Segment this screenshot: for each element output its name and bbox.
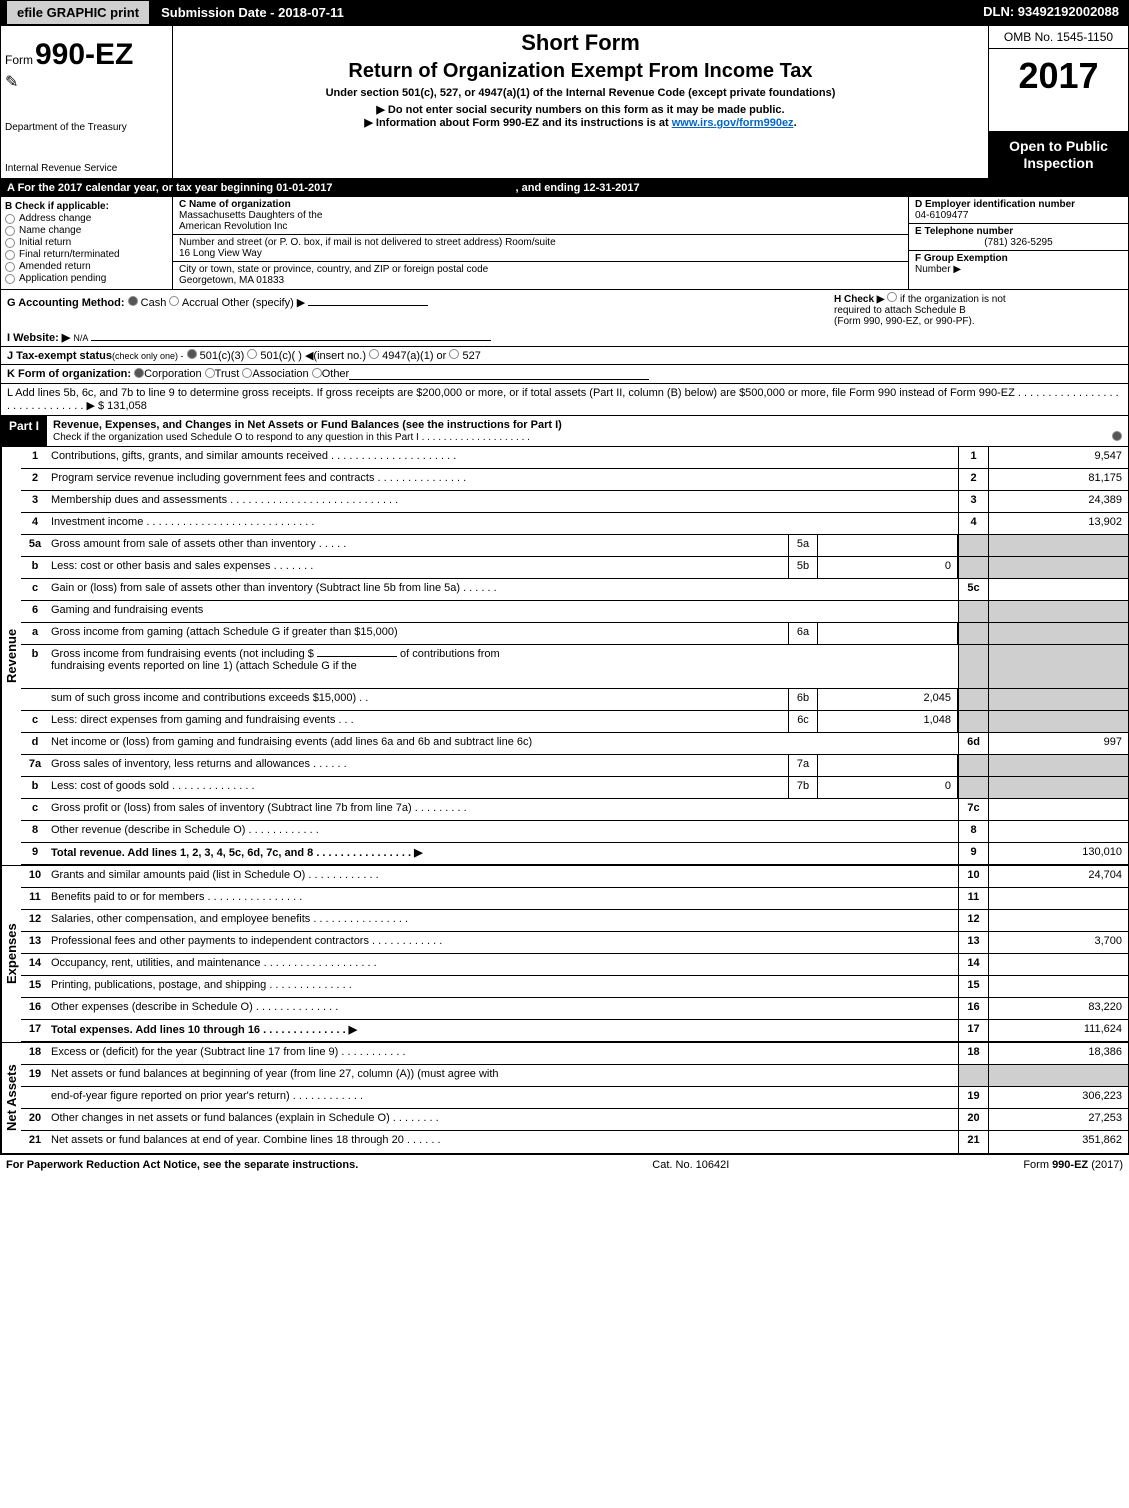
phone-value: (781) 326-5295	[915, 237, 1122, 248]
org-name-1: Massachusetts Daughters of the	[179, 210, 902, 221]
short-form-label: Short Form	[181, 30, 980, 56]
ein-value: 04-6109477	[915, 210, 1122, 221]
net-assets-section: Net Assets 18Excess or (deficit) for the…	[0, 1042, 1129, 1154]
form-header: Form 990-EZ ✎ Department of the Treasury…	[0, 25, 1129, 179]
submission-date: Submission Date - 2018-07-11	[150, 0, 355, 25]
val-line7b: 0	[818, 777, 958, 798]
part-i-label: Part I	[1, 416, 47, 446]
footer-formref: Form 990-EZ (2017)	[1023, 1159, 1123, 1171]
chk-app-pending[interactable]	[5, 274, 15, 284]
val-line18: 18,386	[988, 1043, 1128, 1064]
section-def: D Employer identification number 04-6109…	[908, 197, 1128, 289]
chk-other-org[interactable]	[312, 368, 322, 378]
val-line4: 13,902	[988, 513, 1128, 534]
val-line19: 306,223	[988, 1087, 1128, 1108]
section-b-title: B Check if applicable:	[5, 201, 168, 212]
dept-treasury: Department of the Treasury	[5, 122, 168, 133]
chk-4947[interactable]	[369, 349, 379, 359]
tax-year: 2017	[989, 49, 1128, 132]
note-info: ▶ Information about Form 990-EZ and its …	[181, 116, 980, 129]
val-line9: 130,010	[988, 843, 1128, 864]
dept-irs: Internal Revenue Service	[5, 163, 168, 174]
chk-527[interactable]	[449, 349, 459, 359]
chk-final-return[interactable]	[5, 250, 15, 260]
part-i-title: Revenue, Expenses, and Changes in Net As…	[53, 419, 562, 431]
note-ssn: ▶ Do not enter social security numbers o…	[181, 103, 980, 116]
val-line3: 24,389	[988, 491, 1128, 512]
val-line1: 9,547	[988, 447, 1128, 468]
irs-link[interactable]: www.irs.gov/form990ez	[672, 117, 794, 129]
header-right: OMB No. 1545-1150 2017 Open to Public In…	[988, 26, 1128, 178]
revenue-section: Revenue 1Contributions, gifts, grants, a…	[0, 447, 1129, 865]
val-line21: 351,862	[988, 1131, 1128, 1153]
addr-label: Number and street (or P. O. box, if mail…	[179, 237, 902, 248]
chk-501c3[interactable]	[187, 349, 197, 359]
line-k: K Form of organization: Corporation Trus…	[0, 365, 1129, 384]
revenue-vert-label: Revenue	[1, 447, 21, 865]
form-title-block: Short Form Return of Organization Exempt…	[173, 26, 988, 178]
line-g: G Accounting Method: Cash Accrual Other …	[7, 296, 428, 323]
chk-address-change[interactable]	[5, 214, 15, 224]
footer-catno: Cat. No. 10642I	[652, 1159, 729, 1171]
expenses-vert-label: Expenses	[1, 866, 21, 1042]
efile-print-button[interactable]: efile GRAPHIC print	[6, 0, 150, 25]
line-l: L Add lines 5b, 6c, and 7b to line 9 to …	[0, 384, 1129, 416]
line-j-label: J Tax-exempt status	[7, 350, 112, 362]
chk-schedule-b[interactable]	[887, 292, 897, 302]
chk-initial-return[interactable]	[5, 238, 15, 248]
val-line5b: 0	[818, 557, 958, 578]
chk-assoc[interactable]	[242, 368, 252, 378]
chk-trust[interactable]	[205, 368, 215, 378]
other-specify-input[interactable]	[308, 305, 428, 306]
val-line2: 81,175	[988, 469, 1128, 490]
netassets-vert-label: Net Assets	[1, 1043, 21, 1153]
f-label2: Number ▶	[915, 264, 961, 275]
e-label: E Telephone number	[915, 226, 1122, 237]
c-label: C Name of organization	[179, 199, 902, 210]
expenses-section: Expenses 10Grants and similar amounts pa…	[0, 865, 1129, 1042]
val-line10: 24,704	[988, 866, 1128, 887]
section-c: C Name of organization Massachusetts Dau…	[173, 197, 908, 289]
form-prefix: Form	[5, 53, 33, 67]
val-line6b: 2,045	[818, 689, 958, 710]
chk-amended[interactable]	[5, 262, 15, 272]
org-info-block: B Check if applicable: Address change Na…	[0, 197, 1129, 290]
val-line13: 3,700	[988, 932, 1128, 953]
return-title: Return of Organization Exempt From Incom…	[181, 60, 980, 83]
org-name-2: American Revolution Inc	[179, 221, 902, 232]
line-a: A For the 2017 calendar year, or tax yea…	[0, 179, 1129, 197]
page-footer: For Paperwork Reduction Act Notice, see …	[0, 1154, 1129, 1175]
val-line6c: 1,048	[818, 711, 958, 732]
d-label: D Employer identification number	[915, 199, 1122, 210]
chk-501c[interactable]	[247, 349, 257, 359]
form-number: 990-EZ	[35, 38, 133, 72]
form-id-block: Form 990-EZ ✎ Department of the Treasury…	[1, 26, 173, 178]
part-i-header: Part I Revenue, Expenses, and Changes in…	[0, 416, 1129, 447]
val-line16: 83,220	[988, 998, 1128, 1019]
chk-corp[interactable]	[134, 368, 144, 378]
val-line20: 27,253	[988, 1109, 1128, 1130]
chk-name-change[interactable]	[5, 226, 15, 236]
line-h: H Check ▶ if the organization is not req…	[828, 290, 1128, 329]
section-b: B Check if applicable: Address change Na…	[1, 197, 173, 289]
line-i-label: I Website: ▶	[7, 332, 70, 344]
val-line6d: 997	[988, 733, 1128, 754]
website-value: N/A	[73, 333, 88, 343]
part-i-note: Check if the organization used Schedule …	[53, 432, 530, 443]
org-city: Georgetown, MA 01833	[179, 275, 902, 286]
org-address: 16 Long View Way	[179, 248, 902, 259]
f-label: F Group Exemption	[915, 253, 1008, 264]
return-subtitle: Under section 501(c), 527, or 4947(a)(1)…	[181, 87, 980, 99]
top-bar: efile GRAPHIC print Submission Date - 20…	[0, 0, 1129, 25]
city-label: City or town, state or province, country…	[179, 264, 902, 275]
dln-label: DLN: 93492192002088	[973, 0, 1129, 25]
chk-cash[interactable]	[128, 296, 138, 306]
ghij-block: G Accounting Method: Cash Accrual Other …	[0, 290, 1129, 365]
open-public-badge: Open to Public Inspection	[989, 132, 1128, 178]
chk-schedule-o[interactable]	[1112, 431, 1122, 441]
val-line17: 111,624	[988, 1020, 1128, 1041]
footer-paperwork: For Paperwork Reduction Act Notice, see …	[6, 1159, 358, 1171]
omb-number: OMB No. 1545-1150	[989, 26, 1128, 49]
chk-accrual[interactable]	[169, 296, 179, 306]
